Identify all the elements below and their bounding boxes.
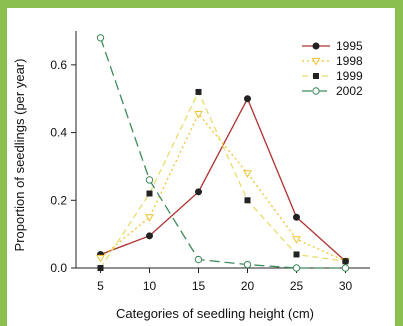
x-tick-label: 20	[241, 279, 255, 293]
axes: 0.0 0.2 0.4 0.6 5 10 15 20 25 30	[50, 31, 370, 293]
x-tick-label: 15	[192, 279, 206, 293]
series-1995	[97, 95, 349, 265]
x-tick-label: 5	[97, 279, 104, 293]
y-axis-label: Proportion of seedlings (per year)	[12, 59, 27, 252]
data-point	[342, 258, 349, 265]
series-1999	[97, 88, 349, 271]
y-tick-label: 0.4	[50, 126, 67, 140]
series-1998	[96, 110, 350, 266]
chart-panel	[7, 8, 395, 326]
data-point	[293, 251, 300, 258]
data-point	[244, 197, 251, 204]
series-line-1998	[100, 112, 346, 262]
data-point	[145, 176, 154, 184]
series-layer	[96, 34, 350, 272]
data-point	[293, 213, 300, 221]
legend-marker	[313, 73, 319, 79]
series-line-1995	[100, 97, 346, 262]
data-point	[195, 88, 202, 95]
legend-label: 1999	[336, 69, 363, 83]
x-tick-label: 30	[339, 279, 353, 293]
legend-label: 2002	[336, 84, 363, 98]
x-tick-label: 10	[143, 279, 157, 293]
data-point	[146, 190, 153, 197]
data-point	[195, 188, 202, 196]
legend-marker	[312, 87, 320, 95]
legend-label: 1998	[336, 54, 363, 68]
data-point	[194, 110, 203, 119]
data-point	[96, 34, 105, 42]
y-tick-label: 0.2	[50, 193, 67, 207]
data-point	[194, 255, 203, 264]
series-2002	[96, 34, 350, 272]
legend-marker	[312, 42, 320, 50]
data-point	[341, 264, 350, 272]
y-tick-label: 0.0	[50, 261, 67, 275]
data-point	[146, 232, 153, 240]
series-line-1999	[99, 90, 346, 269]
x-axis-label: Categories of seedling height (cm)	[116, 306, 314, 321]
data-point	[292, 236, 301, 244]
legend-label: 1995	[336, 39, 363, 53]
legend-marker	[311, 58, 321, 66]
data-point	[243, 170, 252, 178]
data-point	[97, 265, 104, 271]
x-tick-label: 25	[290, 279, 304, 293]
data-point	[96, 254, 105, 263]
y-tick-label: 0.6	[50, 58, 67, 72]
series-line-2002	[99, 37, 346, 269]
data-point	[243, 260, 252, 269]
data-point	[145, 214, 154, 222]
data-point	[244, 95, 251, 103]
data-point	[292, 264, 301, 272]
